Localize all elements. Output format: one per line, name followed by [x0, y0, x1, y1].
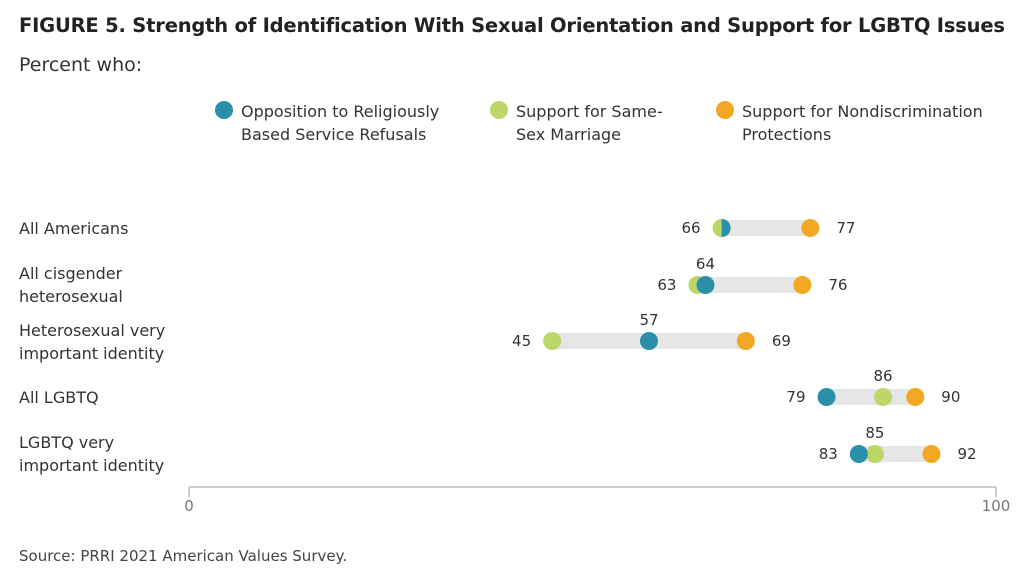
legend-label-line: Support for Same- [516, 102, 663, 121]
legend-swatch-marriage [490, 101, 508, 119]
row-label-line: All LGBTQ [19, 388, 99, 407]
x-tick-label: 0 [184, 497, 194, 515]
row-label-line: All Americans [19, 219, 129, 238]
data-label: 45 [512, 332, 531, 350]
dot-refusals [849, 445, 868, 463]
legend-label-line: Opposition to Religiously [241, 102, 440, 121]
legend-swatch-refusals [215, 101, 233, 119]
data-label: 76 [828, 276, 847, 294]
data-label: 90 [941, 388, 960, 406]
data-label: 86 [873, 367, 892, 385]
dot-refusals [696, 276, 715, 294]
legend-item-marriage: Support for Same- Sex Marriage [490, 100, 706, 146]
dot-nondiscrimination [922, 445, 941, 463]
data-label: 63 [657, 276, 676, 294]
row-label-line: LGBTQ very [19, 433, 115, 452]
legend-item-nondiscrimination: Support for Nondiscrimination Protection… [716, 100, 1035, 146]
dot-nondiscrimination [736, 332, 755, 350]
row-label-line: All cisgender [19, 264, 123, 283]
data-label: 79 [786, 388, 805, 406]
legend-item-refusals: Opposition to Religiously Based Service … [215, 100, 471, 146]
row-label-all-americans: All Americans [19, 217, 199, 240]
range-bar [721, 220, 811, 236]
chart-title: FIGURE 5. Strength of Identification Wit… [19, 14, 1005, 37]
row-label-line: Heterosexual very [19, 321, 166, 340]
source-note: Source: PRRI 2021 American Values Survey… [19, 547, 348, 565]
row-label-line: important identity [19, 344, 165, 363]
legend-label-refusals: Opposition to Religiously Based Service … [241, 100, 471, 146]
dot-marriage [543, 332, 562, 350]
data-label: 66 [682, 219, 701, 237]
data-label: 85 [865, 424, 884, 442]
dot-refusals [639, 332, 658, 350]
row-label-hetero-important: Heterosexual very important identity [19, 319, 199, 365]
legend-swatch-nondiscrimination [716, 101, 734, 119]
dot-nondiscrimination [906, 388, 925, 406]
range-bar [826, 389, 916, 405]
row-label-line: important identity [19, 456, 165, 475]
row-label-line: heterosexual [19, 287, 123, 306]
range-bar [697, 277, 803, 293]
data-label: 92 [957, 445, 976, 463]
data-label: 69 [772, 332, 791, 350]
legend-label-line: Protections [742, 125, 832, 144]
chart-subtitle: Percent who: [19, 54, 143, 76]
dot-refusals [721, 219, 731, 237]
data-label: 83 [819, 445, 838, 463]
legend-label-line: Sex Marriage [516, 125, 622, 144]
data-label: 57 [639, 311, 658, 329]
row-label-all-lgbtq: All LGBTQ [19, 386, 199, 409]
data-label: 64 [696, 255, 715, 273]
x-tick-label: 100 [982, 497, 1011, 515]
dot-refusals [817, 388, 836, 406]
legend-label-marriage: Support for Same- Sex Marriage [516, 100, 706, 146]
dot-marriage [874, 388, 893, 406]
row-label-lgbtq-important: LGBTQ very important identity [19, 431, 199, 477]
dot-nondiscrimination [801, 219, 820, 237]
data-label: 77 [836, 219, 855, 237]
dot-marriage [865, 445, 884, 463]
legend-label-line: Support for Nondiscrimination [742, 102, 983, 121]
dot-nondiscrimination [793, 276, 812, 294]
legend-label-line: Based Service Refusals [241, 125, 427, 144]
row-label-cis-hetero: All cisgender heterosexual [19, 262, 199, 308]
legend-label-nondiscrimination: Support for Nondiscrimination Protection… [742, 100, 1035, 146]
